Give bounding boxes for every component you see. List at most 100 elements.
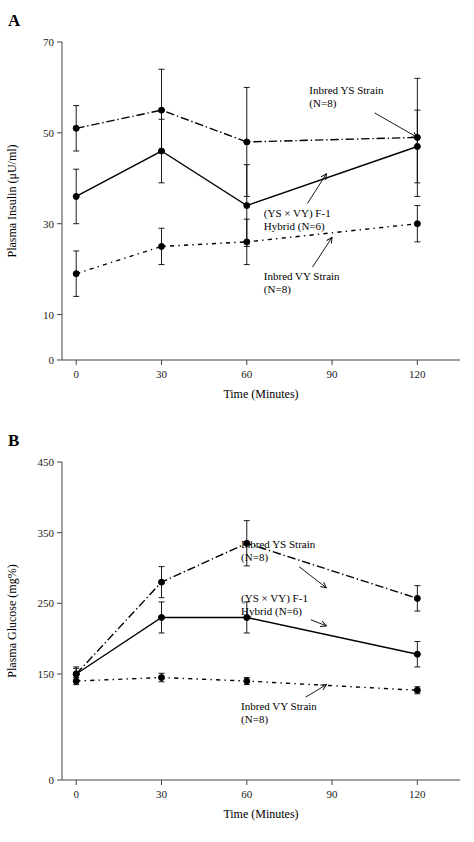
x-tick bbox=[76, 780, 77, 785]
y-tick bbox=[57, 360, 62, 361]
annotation: Inbred YS Strain(N=8) bbox=[309, 84, 384, 110]
data-point bbox=[414, 651, 420, 657]
error-bar bbox=[73, 678, 79, 685]
annotation-arrow bbox=[299, 567, 326, 588]
annotation-arrow bbox=[375, 113, 418, 138]
annotation-arrow bbox=[306, 685, 327, 698]
x-tick bbox=[332, 780, 333, 785]
annotation: (YS × VY) F-1Hybrid (N=6) bbox=[241, 592, 308, 618]
error-bar bbox=[244, 219, 250, 264]
error-bar bbox=[73, 106, 79, 151]
x-tick-label: 90 bbox=[327, 788, 339, 800]
series-line bbox=[76, 678, 417, 691]
plot-area bbox=[73, 521, 420, 694]
x-tick-label: 60 bbox=[241, 788, 253, 800]
x-axis-label: Time (Minutes) bbox=[223, 807, 298, 821]
x-tick-label: 60 bbox=[241, 368, 253, 380]
panel-label: B bbox=[8, 431, 19, 450]
x-tick bbox=[161, 780, 162, 785]
y-tick-label: 0 bbox=[49, 354, 55, 366]
x-axis-line bbox=[62, 780, 460, 781]
x-tick-label: 0 bbox=[73, 368, 79, 380]
y-tick-label: 30 bbox=[43, 218, 55, 230]
error-bar bbox=[159, 119, 165, 183]
y-tick bbox=[57, 132, 62, 133]
y-tick bbox=[57, 462, 62, 463]
data-point bbox=[244, 239, 250, 245]
x-tick-label: 90 bbox=[327, 368, 339, 380]
annotation-arrow bbox=[312, 237, 332, 267]
data-point bbox=[73, 671, 79, 677]
y-tick-label: 350 bbox=[38, 527, 55, 539]
y-tick-label: 0 bbox=[49, 774, 55, 786]
x-tick bbox=[417, 780, 418, 785]
error-bar bbox=[414, 687, 420, 694]
y-tick bbox=[57, 532, 62, 533]
x-axis-line bbox=[62, 360, 460, 361]
figure: A 0 10 30 50 70 0 30 60 90 120 Time (Minutes) Plasma… bbox=[0, 0, 474, 842]
x-tick-label: 120 bbox=[409, 788, 426, 800]
data-point bbox=[414, 143, 420, 149]
data-point bbox=[159, 675, 165, 681]
panel: A 0 10 30 50 70 0 30 60 90 120 Time (Minutes) Plasma… bbox=[5, 11, 460, 401]
error-bar bbox=[414, 586, 420, 611]
data-point bbox=[73, 193, 79, 199]
y-tick-label: 70 bbox=[43, 36, 55, 48]
data-point bbox=[159, 579, 165, 585]
error-bar bbox=[159, 228, 165, 264]
data-point bbox=[159, 243, 165, 249]
x-tick-label: 120 bbox=[409, 368, 426, 380]
data-point bbox=[159, 107, 165, 113]
y-tick bbox=[57, 780, 62, 781]
error-bar bbox=[73, 251, 79, 296]
data-point bbox=[414, 687, 420, 693]
y-tick-label: 450 bbox=[38, 456, 55, 468]
y-axis-label: Plasma Glucose (mg%) bbox=[5, 564, 19, 677]
data-point bbox=[159, 614, 165, 620]
x-axis-label: Time (Minutes) bbox=[223, 387, 298, 401]
data-point bbox=[73, 678, 79, 684]
x-tick-label: 30 bbox=[156, 368, 168, 380]
error-bar bbox=[414, 641, 420, 666]
x-tick bbox=[246, 360, 247, 365]
y-tick bbox=[57, 674, 62, 675]
plot-area bbox=[73, 69, 420, 296]
data-point bbox=[414, 595, 420, 601]
error-bar bbox=[159, 673, 165, 681]
data-point bbox=[73, 125, 79, 131]
x-tick bbox=[76, 360, 77, 365]
x-tick-label: 30 bbox=[156, 788, 168, 800]
data-point bbox=[414, 221, 420, 227]
y-tick bbox=[57, 314, 62, 315]
error-bar bbox=[159, 567, 165, 598]
data-point bbox=[244, 203, 250, 209]
x-tick bbox=[417, 360, 418, 365]
annotation: Inbred VY Strain(N=8) bbox=[264, 270, 340, 296]
x-tick-label: 0 bbox=[73, 788, 79, 800]
data-point bbox=[244, 139, 250, 145]
y-tick bbox=[57, 42, 62, 43]
error-bar bbox=[244, 678, 250, 685]
panel-label: A bbox=[8, 11, 21, 30]
y-axis-line bbox=[62, 462, 63, 780]
x-tick bbox=[246, 780, 247, 785]
y-axis-line bbox=[62, 42, 63, 360]
y-axis-label: Plasma Insulin (μU/ml) bbox=[5, 144, 19, 257]
annotation: Inbred VY Strain(N=8) bbox=[241, 700, 317, 726]
y-tick-label: 50 bbox=[43, 127, 55, 139]
y-tick bbox=[57, 223, 62, 224]
error-bar bbox=[414, 206, 420, 242]
y-tick-label: 10 bbox=[43, 309, 55, 321]
x-tick bbox=[332, 360, 333, 365]
error-bar bbox=[73, 169, 79, 224]
data-point bbox=[244, 678, 250, 684]
y-tick bbox=[57, 603, 62, 604]
error-bar bbox=[414, 110, 420, 183]
data-point bbox=[159, 148, 165, 154]
error-bar bbox=[159, 602, 165, 633]
data-point bbox=[73, 671, 79, 677]
annotation-arrow bbox=[307, 174, 326, 204]
annotation-arrow bbox=[311, 620, 326, 626]
y-tick-label: 250 bbox=[38, 597, 55, 609]
y-tick-label: 150 bbox=[38, 668, 55, 680]
